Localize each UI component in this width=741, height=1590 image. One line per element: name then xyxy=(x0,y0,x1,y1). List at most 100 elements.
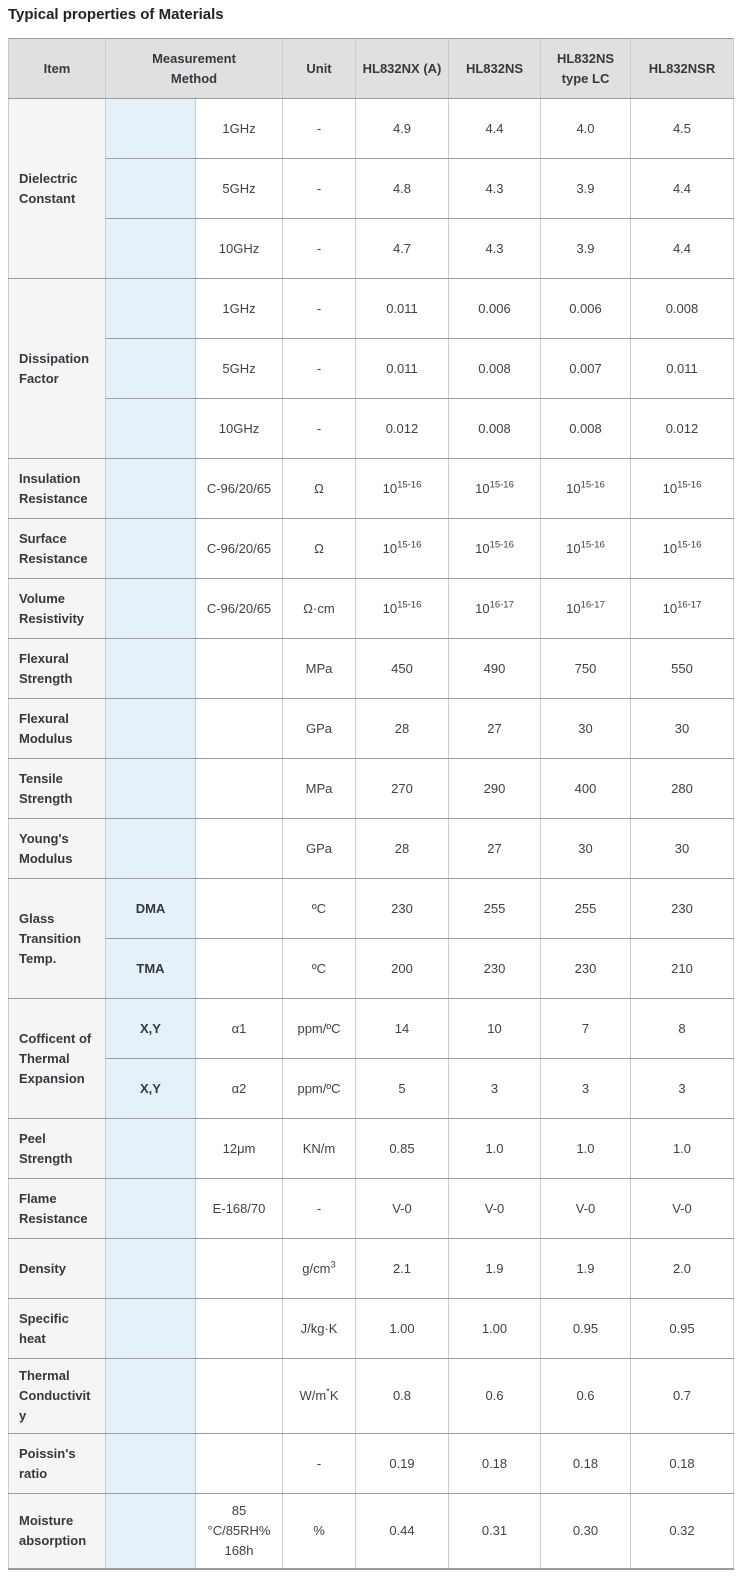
table-row: Cofficent of Thermal Expansion X,Y α1 ppm/º… xyxy=(8,998,734,1119)
unit-cell: ºC xyxy=(282,938,356,999)
value-cell: 0.011 xyxy=(355,278,449,339)
col-header-hl832ns: HL832NS xyxy=(448,38,541,99)
table-row: Dielectric Constant 1GHz -4.9 4.4 4.0 4.5 xyxy=(8,98,734,279)
col-header-hl832ns-type-lc: HL832NS type LC xyxy=(540,38,631,99)
value-cell: 28 xyxy=(355,818,449,879)
value-cell: 255 xyxy=(540,878,631,939)
method-sub-cell xyxy=(105,1298,196,1359)
value-cell: 3 xyxy=(448,1058,541,1119)
value-cell: 230 xyxy=(355,878,449,939)
table-row: Flexural Modulus GPa 28 27 30 30 xyxy=(8,698,734,759)
value-cell: 230 xyxy=(630,878,734,939)
table-row: Volume Resistivity C-96/20/65 Ω·cm 1015-16 1… xyxy=(8,578,734,639)
value-cell: 0.008 xyxy=(630,278,734,339)
value-cell: 450 xyxy=(355,638,449,699)
item-cell: Surface Resistance xyxy=(8,518,106,579)
method-sub-cell: X,Y xyxy=(105,1058,196,1119)
method-sub-cell xyxy=(105,278,196,339)
value-cell: 1015-16 xyxy=(630,458,734,519)
value-cell: 3 xyxy=(630,1058,734,1119)
table-row: Glass Transition Temp. DMA ºC 230 255 255 230 xyxy=(8,878,734,999)
method-detail-cell xyxy=(195,1238,283,1299)
value-cell: 4.5 xyxy=(630,98,734,159)
item-cell: Young's Modulus xyxy=(8,818,106,879)
value-cell: 1015-16 xyxy=(448,458,541,519)
method-detail-cell xyxy=(195,1433,283,1494)
value-cell: 3 xyxy=(540,1058,631,1119)
value-cell: 0.008 xyxy=(448,338,541,399)
method-detail-cell xyxy=(195,638,283,699)
method-sub-cell xyxy=(105,1178,196,1239)
value-cell: 30 xyxy=(540,818,631,879)
value-cell: 0.6 xyxy=(540,1358,631,1434)
unit-cell: - xyxy=(282,1178,356,1239)
method-sub-cell xyxy=(105,1238,196,1299)
unit-cell: - xyxy=(282,1433,356,1494)
item-cell: Dielectric Constant xyxy=(8,98,106,279)
item-cell: Insulation Resistance xyxy=(8,458,106,519)
value-cell: 490 xyxy=(448,638,541,699)
method-sub-cell xyxy=(105,158,196,219)
method-detail-cell: 5GHz xyxy=(195,338,283,399)
value-cell: 4.3 xyxy=(448,158,541,219)
value-cell: 290 xyxy=(448,758,541,819)
method-sub-cell xyxy=(105,518,196,579)
table-row: 10GHz -0.012 0.008 0.008 0.012 xyxy=(9,398,734,459)
method-detail-cell: α2 xyxy=(195,1058,283,1119)
value-cell: 1.9 xyxy=(448,1238,541,1299)
unit-cell: ppm/ºC xyxy=(282,998,356,1059)
table-row: Moisture absorption 85 °C/85RH% 168h% 0.44… xyxy=(8,1493,734,1570)
table-row: Density g/cm3 2.1 1.9 1.9 2.0 xyxy=(8,1238,734,1299)
value-cell: 10 xyxy=(448,998,541,1059)
value-cell: 1.9 xyxy=(540,1238,631,1299)
value-cell: 0.95 xyxy=(630,1298,734,1359)
method-detail-cell: 10GHz xyxy=(195,218,283,279)
value-cell: 1015-16 xyxy=(540,458,631,519)
value-cell: 28 xyxy=(355,698,449,759)
unit-cell: W/m*K xyxy=(282,1358,356,1434)
value-cell: 0.30 xyxy=(540,1493,631,1570)
item-cell: Flexural Strength xyxy=(8,638,106,699)
item-cell: Dissipation Factor xyxy=(8,278,106,459)
value-cell: 1015-16 xyxy=(448,518,541,579)
unit-cell: Ω xyxy=(282,518,356,579)
value-cell: V-0 xyxy=(355,1178,449,1239)
value-cell: 3.9 xyxy=(540,158,631,219)
value-cell: 1015-16 xyxy=(630,518,734,579)
unit-cell: J/kg·K xyxy=(282,1298,356,1359)
value-cell: 1.0 xyxy=(540,1118,631,1179)
item-cell: Peel Strength xyxy=(8,1118,106,1179)
unit-cell: ºC xyxy=(282,878,356,939)
value-cell: 4.8 xyxy=(355,158,449,219)
table-row: Flame Resistance E-168/70- V-0 V-0 V-0 V-0 xyxy=(8,1178,734,1239)
table-row: Specific heat J/kg·K 1.00 1.00 0.95 0.95 xyxy=(8,1298,734,1359)
method-detail-cell xyxy=(195,698,283,759)
value-cell: 5 xyxy=(355,1058,449,1119)
value-cell: 0.32 xyxy=(630,1493,734,1570)
method-sub-cell xyxy=(105,218,196,279)
value-cell: 3.9 xyxy=(540,218,631,279)
col-header-hl832nx-a: HL832NX (A) xyxy=(355,38,449,99)
value-cell: 30 xyxy=(630,818,734,879)
unit-cell: MPa xyxy=(282,758,356,819)
value-cell: 0.44 xyxy=(355,1493,449,1570)
value-cell: 0.18 xyxy=(630,1433,734,1494)
unit-cell: % xyxy=(282,1493,356,1570)
table-row: 10GHz -4.7 4.3 3.9 4.4 xyxy=(9,218,734,279)
method-detail-cell xyxy=(195,818,283,879)
value-cell: 0.85 xyxy=(355,1118,449,1179)
item-cell: Density xyxy=(8,1238,106,1299)
method-sub-cell xyxy=(105,1433,196,1494)
value-cell: 0.31 xyxy=(448,1493,541,1570)
value-cell: 1016-17 xyxy=(448,578,541,639)
value-cell: 2.0 xyxy=(630,1238,734,1299)
item-cell: Flexural Modulus xyxy=(8,698,106,759)
item-cell: Tensile Strength xyxy=(8,758,106,819)
method-sub-cell xyxy=(105,818,196,879)
method-sub-cell xyxy=(105,98,196,159)
method-detail-cell: 1GHz xyxy=(195,98,283,159)
item-cell: Glass Transition Temp. xyxy=(8,878,106,999)
item-cell: Volume Resistivity xyxy=(8,578,106,639)
value-cell: 14 xyxy=(355,998,449,1059)
